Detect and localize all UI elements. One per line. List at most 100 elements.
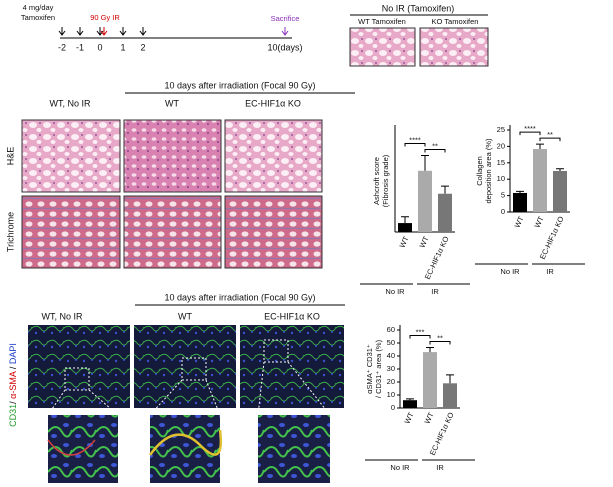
dose: Tamoxifen: [21, 13, 55, 22]
zoom-boxes: [47, 339, 331, 416]
error-bar: [401, 216, 409, 224]
stain-sep: /: [8, 364, 18, 372]
y-tick-label: 50: [387, 338, 395, 347]
micrograph: [134, 325, 236, 408]
zoom-image: [150, 415, 220, 483]
row-label: H&E: [5, 147, 15, 166]
y-axis-label: deposition area (%): [484, 138, 493, 204]
significance-bracket: [424, 149, 446, 153]
x-tick-label: WT: [398, 235, 411, 250]
y-tick-label: 0: [391, 403, 395, 412]
y-tick-label: 0: [501, 207, 505, 216]
column-label: EC-HIF1α KO: [264, 311, 320, 321]
error-bar: [516, 190, 524, 193]
error-bar: [426, 347, 434, 353]
ir-label: 90 Gy IR: [90, 13, 120, 22]
timeline: 4 mg/day Tamoxifen 90 Gy IR Sacrifice -2…: [21, 3, 303, 52]
micrograph: [224, 195, 323, 269]
micrograph: [123, 195, 222, 269]
significance-bracket: [539, 137, 561, 142]
y-tick-label: 15: [497, 158, 505, 167]
y-axis-label: (Fibrosis grade): [381, 154, 390, 207]
y-tick-label: 10: [387, 390, 395, 399]
bar: [423, 352, 437, 408]
group-label: No IR: [500, 267, 520, 276]
arrows: [58, 27, 289, 36]
smc-signal: [47, 439, 96, 456]
bar: [533, 149, 547, 212]
day: 1: [120, 42, 125, 52]
y-axis-label: Ashcroft score: [372, 157, 381, 205]
stain: α-SMA: [8, 371, 18, 399]
bar: [513, 192, 527, 212]
y-tick-label: 25: [497, 125, 505, 134]
error-bar: [406, 398, 414, 401]
significance: ****: [409, 135, 421, 144]
significance-bracket: [429, 341, 451, 345]
header: 10 days after irradiation (Focal 90 Gy): [164, 80, 315, 90]
bar: [553, 171, 567, 212]
y-tick-label: 10: [497, 174, 505, 183]
dose: 4 mg/day: [23, 3, 54, 12]
significance-bracket: [519, 131, 541, 136]
group-label: IR: [431, 287, 439, 296]
x-tick-label: WT: [513, 215, 526, 230]
panel-label: KO Tamoxifen: [432, 17, 479, 26]
column-label: WT, No IR: [49, 98, 91, 108]
x-tick-label: WT: [423, 411, 436, 426]
micrograph: [224, 119, 323, 193]
zoom-image: [48, 415, 118, 483]
micrograph: [123, 119, 222, 193]
stain: CD31: [8, 404, 18, 427]
panel-label: WT Tamoxifen: [358, 17, 406, 26]
day: -2: [58, 42, 66, 52]
group-label: No IR: [390, 463, 410, 472]
micrograph: [21, 195, 121, 269]
day: 2: [140, 42, 145, 52]
error-bar: [536, 143, 544, 150]
x-tick-label: WT: [403, 411, 416, 426]
row-label: Trichrome: [5, 212, 15, 252]
significance: **: [437, 334, 443, 343]
zoom-image: [258, 415, 330, 483]
significance: **: [432, 141, 438, 150]
column-label: WT: [165, 98, 179, 108]
group-label: IR: [436, 463, 444, 472]
bar: [443, 383, 457, 408]
bar: [403, 400, 417, 408]
micrograph: [419, 27, 489, 67]
bar: [418, 170, 432, 232]
y-axis-label: αSMA⁺ CD31⁺: [365, 344, 374, 394]
group-label: No IR: [385, 287, 405, 296]
header: 10 days after irradiation (Focal 90 Gy): [164, 292, 315, 302]
significance: ****: [524, 124, 536, 133]
y-tick-label: 20: [497, 141, 505, 150]
micrograph: [349, 27, 416, 67]
y-axis-label: Collagen: [475, 156, 484, 186]
y-tick-label: 30: [387, 364, 395, 373]
significance-bracket: [404, 143, 426, 147]
stain: DAPI: [8, 343, 18, 364]
error-bar: [441, 185, 449, 194]
bar: [398, 223, 412, 232]
micrograph: [240, 325, 344, 408]
significance: **: [547, 130, 553, 139]
micrograph: [21, 119, 121, 193]
error-bar: [556, 168, 564, 171]
column-label: WT, No IR: [41, 311, 83, 321]
significance-bracket: [409, 335, 431, 339]
group-label: IR: [546, 267, 554, 276]
y-tick-label: 40: [387, 351, 395, 360]
day: -1: [76, 42, 84, 52]
y-axis-label: / CD31⁺ area (%): [374, 339, 383, 398]
y-tick-label: 20: [387, 377, 395, 386]
x-tick-label: WT: [418, 235, 431, 250]
micrograph: [28, 325, 130, 408]
column-label: EC-HIF1α KO: [245, 98, 301, 108]
y-tick-label: 5: [501, 191, 505, 200]
sacrifice-label: Sacrifice: [271, 14, 300, 23]
column-label: WT: [178, 311, 192, 321]
stain-label: CD31/ α-SMA / DAPI: [8, 343, 18, 427]
x-tick-label: WT: [533, 215, 546, 230]
